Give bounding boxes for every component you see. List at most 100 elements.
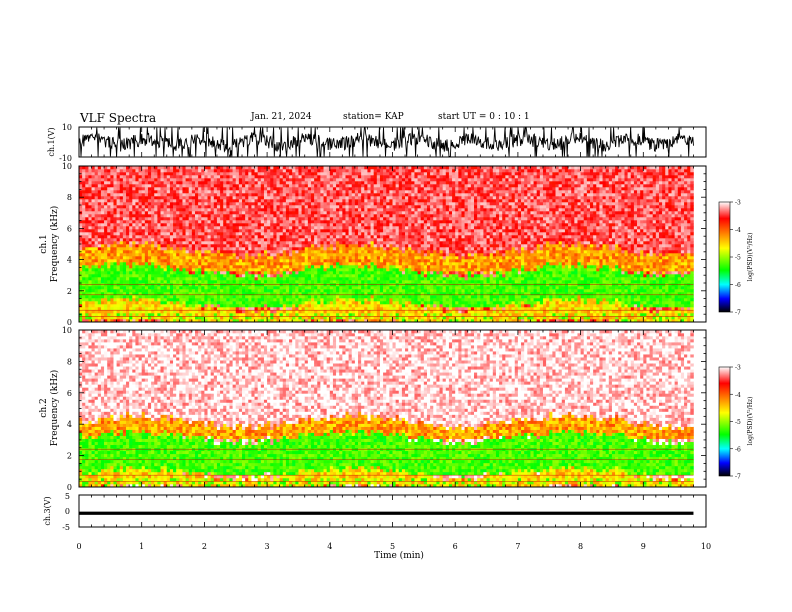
spectrogram-cell <box>98 184 101 187</box>
spectrogram-cell <box>324 265 327 268</box>
spectrogram-cell <box>342 244 345 247</box>
spectrogram-cell <box>270 181 273 184</box>
spectrogram-cell <box>129 259 132 262</box>
spectrogram-cell <box>142 262 145 265</box>
spectrogram-cell <box>192 205 195 208</box>
spectrogram-cell <box>195 238 198 241</box>
spectrogram-cell <box>295 301 298 304</box>
spectrogram-cell <box>179 271 182 274</box>
spectrogram-cell <box>286 307 289 310</box>
spectrogram-cell <box>333 208 336 211</box>
spectrogram-cell <box>142 193 145 196</box>
spectrogram-cell <box>355 265 358 268</box>
spectrogram-cell <box>345 187 348 190</box>
spectrogram-cell <box>182 235 185 238</box>
spectrogram-cell <box>255 175 258 178</box>
spectrogram-cell <box>176 301 179 304</box>
spectrogram-cell <box>157 196 160 199</box>
spectrogram-cell <box>148 184 151 187</box>
spectrogram-cell <box>204 208 207 211</box>
spectrogram-cell <box>120 235 123 238</box>
spectrogram-cell <box>126 229 129 232</box>
spectrogram-cell <box>345 175 348 178</box>
spectrogram-cell <box>95 274 98 277</box>
spectrogram-cell <box>333 235 336 238</box>
spectrogram-cell <box>79 208 82 211</box>
spectrogram-cell <box>179 313 182 316</box>
spectrogram-cell <box>239 259 242 262</box>
spectrogram-cell <box>104 208 107 211</box>
spectrogram-cell <box>367 190 370 193</box>
spectrogram-cell <box>367 205 370 208</box>
spectrogram-cell <box>229 271 232 274</box>
spectrogram-cell <box>135 262 138 265</box>
spectrogram-cell <box>170 205 173 208</box>
spectrogram-cell <box>123 187 126 190</box>
spectrogram-cell <box>264 211 267 214</box>
spectrogram-cell <box>195 202 198 205</box>
spectrogram-cell <box>280 265 283 268</box>
spectrogram-cell <box>101 172 104 175</box>
spectrogram-cell <box>85 175 88 178</box>
spectrogram-cell <box>148 190 151 193</box>
spectrogram-cell <box>317 250 320 253</box>
spectrogram-cell <box>110 205 113 208</box>
spectrogram-cell <box>298 274 301 277</box>
spectrogram-cell <box>311 304 314 307</box>
spectrogram-cell <box>289 202 292 205</box>
spectrogram-cell <box>208 268 211 271</box>
spectrogram-cell <box>189 172 192 175</box>
spectrogram-cell <box>239 313 242 316</box>
spectrogram-cell <box>292 220 295 223</box>
spectrogram-cell <box>258 220 261 223</box>
spectrogram-cell <box>336 265 339 268</box>
spectrogram-cell <box>349 313 352 316</box>
spectrogram-cell <box>333 193 336 196</box>
spectrogram-cell <box>327 214 330 217</box>
spectrogram-cell <box>242 301 245 304</box>
spectrogram-cell <box>92 196 95 199</box>
spectrogram-cell <box>248 271 251 274</box>
spectrogram-cell <box>320 217 323 220</box>
spectrogram-cell <box>151 247 154 250</box>
spectrogram-cell <box>277 211 280 214</box>
spectrogram-cell <box>367 232 370 235</box>
spectrogram-cell <box>317 265 320 268</box>
spectrogram-cell <box>255 265 258 268</box>
spectrogram-cell <box>92 295 95 298</box>
spectrogram-cell <box>371 226 374 229</box>
spectrogram-cell <box>270 229 273 232</box>
spectrogram-cell <box>267 295 270 298</box>
spectrogram-cell <box>333 304 336 307</box>
spectrogram-cell <box>336 172 339 175</box>
spectrogram-cell <box>239 184 242 187</box>
spectrogram-cell <box>295 274 298 277</box>
spectrogram-cell <box>277 247 280 250</box>
spectrogram-cell <box>355 199 358 202</box>
spectrogram-cell <box>154 184 157 187</box>
spectrogram-cell <box>258 244 261 247</box>
spectrogram-cell <box>132 232 135 235</box>
spectrogram-cell <box>273 223 276 226</box>
spectrogram-cell <box>198 286 201 289</box>
spectrogram-cell <box>258 268 261 271</box>
spectrogram-cell <box>298 286 301 289</box>
spectrogram-cell <box>270 193 273 196</box>
spectrogram-cell <box>236 259 239 262</box>
spectrogram-cell <box>336 256 339 259</box>
spectrogram-cell <box>186 232 189 235</box>
spectrogram-cell <box>355 235 358 238</box>
spectrogram-cell <box>161 244 164 247</box>
spectrogram-cell <box>236 298 239 301</box>
spectrogram-cell <box>314 235 317 238</box>
spectrogram-cell <box>371 205 374 208</box>
spectrogram-cell <box>107 217 110 220</box>
spectrogram-cell <box>311 274 314 277</box>
spectrogram-cell <box>349 208 352 211</box>
spectrogram-cell <box>255 184 258 187</box>
spectrogram-cell <box>333 274 336 277</box>
spectrogram-cell <box>110 244 113 247</box>
spectrogram-cell <box>273 265 276 268</box>
spectrogram-cell <box>167 199 170 202</box>
spectrogram-cell <box>176 307 179 310</box>
